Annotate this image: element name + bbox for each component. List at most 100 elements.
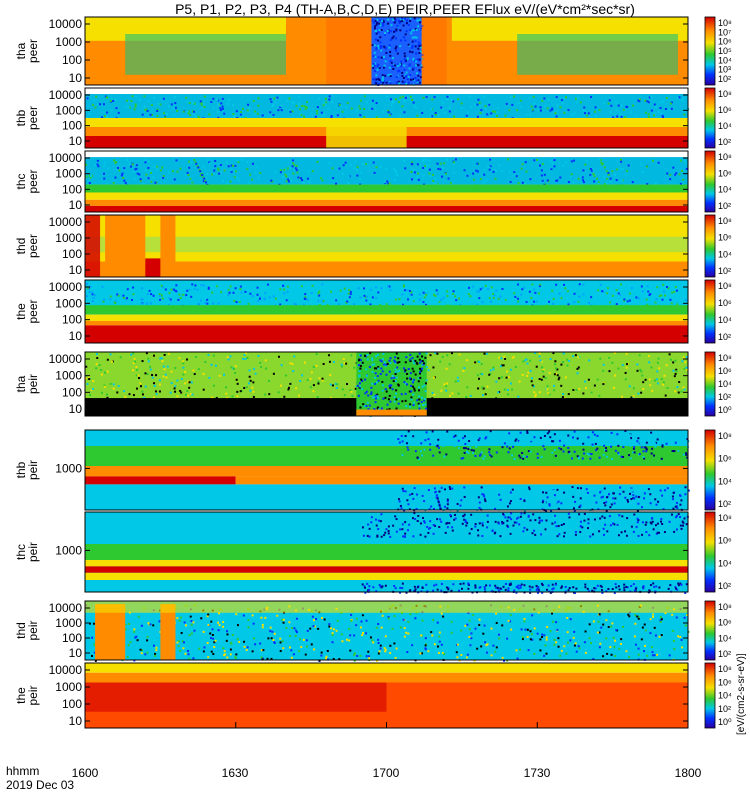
spectrogram-pixel — [150, 104, 153, 107]
panel-frame — [84, 511, 689, 593]
spectrogram-pixel — [497, 391, 500, 394]
spectrogram-pixel — [602, 383, 605, 386]
spectrogram-pixel — [560, 384, 563, 387]
spectrogram-pixel — [109, 382, 112, 385]
spectrogram-pixel — [414, 590, 417, 593]
spectrogram-pixel — [654, 634, 657, 637]
spectrogram-pixel — [421, 396, 424, 399]
spectrogram-pixel — [478, 522, 481, 525]
spectrogram-pixel — [617, 292, 620, 295]
spectrogram-pixel — [387, 74, 390, 77]
spectrogram-pixel — [128, 393, 131, 396]
spectrogram-pixel — [263, 297, 266, 300]
panel-probe-label: thb — [14, 461, 28, 478]
spectrogram-pixel — [388, 394, 391, 397]
colorbar-tick-label: 10² — [718, 74, 731, 84]
spectrogram-pixel — [115, 160, 118, 163]
spectrogram-pixel — [434, 352, 437, 355]
spectrogram-pixel — [632, 447, 635, 450]
spectrogram-pixel — [186, 171, 189, 174]
spectrogram-pixel — [554, 363, 557, 366]
spectrogram-pixel — [549, 431, 552, 434]
panel-product-label: peer — [26, 39, 40, 63]
spectrogram-pixel — [533, 652, 536, 655]
colorbar-tick-label: 10⁴ — [718, 633, 732, 643]
spectrogram-pixel — [535, 365, 538, 368]
spectrogram-pixel — [620, 531, 623, 534]
spectrogram-pixel — [541, 633, 544, 636]
spectrogram-pixel — [175, 159, 178, 162]
panel-probe-label: the — [14, 303, 28, 320]
spectrogram-pixel — [450, 443, 453, 446]
spectrogram-pixel — [591, 487, 594, 490]
spectrogram-pixel — [373, 51, 376, 54]
spectrogram-pixel — [665, 97, 668, 100]
spectrogram-pixel — [418, 298, 421, 301]
spectrogram-pixel — [376, 353, 379, 356]
spectrogram-pixel — [488, 584, 491, 587]
spectrogram-pixel — [561, 396, 564, 399]
spectrogram-pixel — [434, 524, 437, 527]
spectrogram-pixel — [478, 101, 481, 104]
spectrogram-pixel — [301, 179, 304, 182]
spectrogram-pixel — [432, 179, 435, 182]
spectrogram-pixel — [558, 439, 561, 442]
spectrogram-pixel — [109, 298, 112, 301]
spectrogram-pixel — [401, 440, 404, 443]
spectrogram-pixel — [198, 168, 201, 171]
spectrogram-pixel — [526, 430, 529, 433]
spectrogram-pixel — [583, 106, 586, 109]
spectrogram-pixel — [295, 104, 298, 107]
spectrogram-pixel — [102, 103, 105, 106]
spectrogram-pixel — [474, 584, 477, 587]
spectrogram-pixel — [372, 586, 375, 589]
spectrogram-pixel — [403, 381, 406, 384]
spectrogram-pixel — [366, 534, 369, 537]
spectrogram-pixel — [432, 366, 435, 369]
spectrogram-pixel — [184, 624, 187, 627]
spectrogram-pixel — [396, 366, 399, 369]
spectrogram-pixel — [573, 450, 576, 453]
spectrogram-pixel — [394, 47, 397, 50]
spectrogram-pixel — [679, 635, 682, 638]
spectrogram-pixel — [226, 633, 229, 636]
spectrogram-pixel — [593, 110, 596, 113]
panel-y-label: thdpeir — [14, 620, 40, 640]
spectrogram-band — [85, 566, 688, 573]
spectrogram-pixel — [412, 360, 415, 363]
spectrogram-pixel — [163, 368, 166, 371]
spectrogram-pixel — [375, 78, 378, 81]
spectrogram-pixel — [452, 171, 455, 174]
colorbar-tick-label: 10⁸ — [718, 89, 732, 99]
spectrogram-pixel — [383, 534, 386, 537]
spectrogram-pixel — [379, 36, 382, 39]
spectrogram-pixel — [393, 615, 396, 618]
spectrogram-pixel — [567, 500, 570, 503]
spectrogram-pixel — [545, 652, 548, 655]
spectrogram-pixel — [613, 502, 616, 505]
spectrogram-pixel — [512, 445, 515, 448]
spectrogram-pixel — [494, 531, 497, 534]
spectrogram-pixel — [654, 445, 657, 448]
spectrogram-pixel — [465, 450, 468, 453]
spectrogram-pixel — [394, 380, 397, 383]
spectrogram-pixel — [435, 494, 438, 497]
spectrogram-pixel — [202, 102, 205, 105]
y-tick-label: 100 — [62, 313, 82, 327]
spectrogram-pixel — [222, 620, 225, 623]
spectrogram-pixel — [236, 382, 239, 385]
colorbar-tick-label: 10⁴ — [718, 476, 732, 486]
spectrogram-pixel — [548, 590, 551, 593]
spectrogram-pixel — [341, 172, 344, 175]
spectrogram-pixel — [541, 508, 544, 511]
spectrogram-pixel — [178, 293, 181, 296]
spectrogram-pixel — [494, 507, 497, 510]
spectrogram-pixel — [396, 63, 399, 66]
spectrogram-pixel — [668, 108, 671, 111]
spectrogram-pixel — [552, 620, 555, 623]
spectrogram-pixel — [445, 522, 448, 525]
spectrogram-pixel — [389, 60, 392, 63]
spectrogram-pixel — [236, 395, 239, 398]
spectrogram-pixel — [390, 61, 393, 64]
spectrogram-band — [85, 314, 688, 321]
